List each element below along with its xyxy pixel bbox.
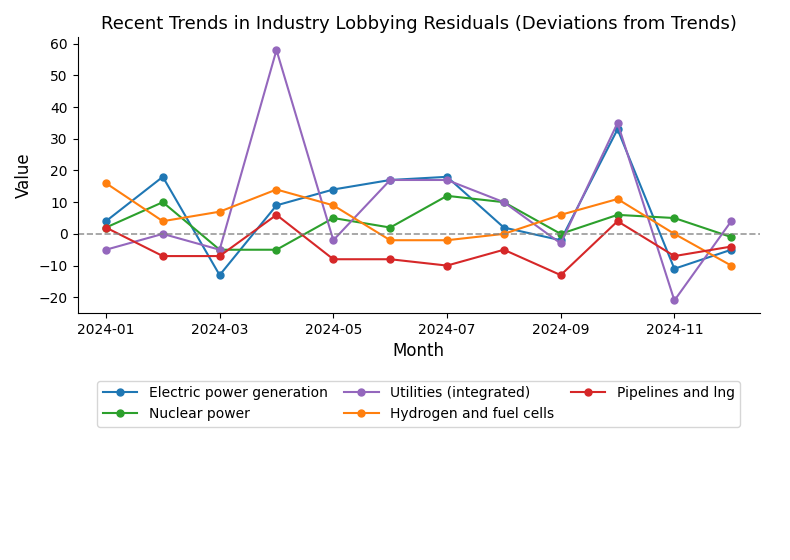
Hydrogen and fuel cells xyxy=(442,237,452,244)
Pipelines and lng xyxy=(386,256,395,263)
Electric power generation xyxy=(272,202,281,209)
Utilities (integrated) xyxy=(215,246,224,253)
Line: Hydrogen and fuel cells: Hydrogen and fuel cells xyxy=(103,180,735,269)
Utilities (integrated) xyxy=(272,46,281,53)
Pipelines and lng xyxy=(158,253,167,259)
Nuclear power xyxy=(272,246,281,253)
Hydrogen and fuel cells xyxy=(329,202,338,209)
Utilities (integrated) xyxy=(727,218,736,225)
Nuclear power xyxy=(442,193,452,199)
Nuclear power xyxy=(556,231,566,237)
Electric power generation xyxy=(215,272,224,278)
Electric power generation xyxy=(670,265,679,272)
Electric power generation xyxy=(556,237,566,244)
Nuclear power xyxy=(215,246,224,253)
Utilities (integrated) xyxy=(499,199,509,206)
Utilities (integrated) xyxy=(386,176,395,183)
Pipelines and lng xyxy=(727,243,736,250)
Electric power generation xyxy=(727,246,736,253)
Hydrogen and fuel cells xyxy=(556,212,566,218)
Pipelines and lng xyxy=(272,212,281,218)
Hydrogen and fuel cells xyxy=(101,180,111,186)
Nuclear power xyxy=(386,224,395,231)
Line: Electric power generation: Electric power generation xyxy=(103,126,735,278)
Hydrogen and fuel cells xyxy=(499,231,509,237)
Nuclear power xyxy=(158,199,167,206)
Electric power generation xyxy=(101,218,111,225)
Pipelines and lng xyxy=(442,262,452,269)
Pipelines and lng xyxy=(329,256,338,263)
Hydrogen and fuel cells xyxy=(158,218,167,225)
Line: Pipelines and lng: Pipelines and lng xyxy=(103,211,735,278)
Hydrogen and fuel cells xyxy=(386,237,395,244)
Legend: Electric power generation, Nuclear power, Utilities (integrated), Hydrogen and f: Electric power generation, Nuclear power… xyxy=(97,381,740,427)
Pipelines and lng xyxy=(556,272,566,278)
Hydrogen and fuel cells xyxy=(215,208,224,215)
Utilities (integrated) xyxy=(613,120,623,127)
Pipelines and lng xyxy=(499,246,509,253)
Nuclear power xyxy=(499,199,509,206)
Electric power generation xyxy=(329,186,338,193)
Nuclear power xyxy=(727,234,736,240)
Utilities (integrated) xyxy=(670,297,679,304)
Line: Utilities (integrated): Utilities (integrated) xyxy=(103,46,735,304)
Utilities (integrated) xyxy=(329,237,338,244)
Pipelines and lng xyxy=(215,253,224,259)
Hydrogen and fuel cells xyxy=(272,186,281,193)
Utilities (integrated) xyxy=(556,240,566,247)
Nuclear power xyxy=(101,224,111,231)
Hydrogen and fuel cells xyxy=(613,195,623,202)
Nuclear power xyxy=(670,214,679,221)
Nuclear power xyxy=(329,214,338,221)
Electric power generation xyxy=(386,176,395,183)
Hydrogen and fuel cells xyxy=(670,231,679,237)
Utilities (integrated) xyxy=(442,176,452,183)
Electric power generation xyxy=(499,224,509,231)
Utilities (integrated) xyxy=(101,246,111,253)
Electric power generation xyxy=(613,126,623,133)
Y-axis label: Value: Value xyxy=(15,152,33,198)
Hydrogen and fuel cells xyxy=(727,262,736,269)
Pipelines and lng xyxy=(101,224,111,231)
Pipelines and lng xyxy=(670,253,679,259)
Electric power generation xyxy=(442,174,452,180)
Title: Recent Trends in Industry Lobbying Residuals (Deviations from Trends): Recent Trends in Industry Lobbying Resid… xyxy=(100,15,736,33)
X-axis label: Month: Month xyxy=(393,342,445,361)
Nuclear power xyxy=(613,212,623,218)
Line: Nuclear power: Nuclear power xyxy=(103,193,735,253)
Pipelines and lng xyxy=(613,218,623,225)
Electric power generation xyxy=(158,174,167,180)
Utilities (integrated) xyxy=(158,231,167,237)
